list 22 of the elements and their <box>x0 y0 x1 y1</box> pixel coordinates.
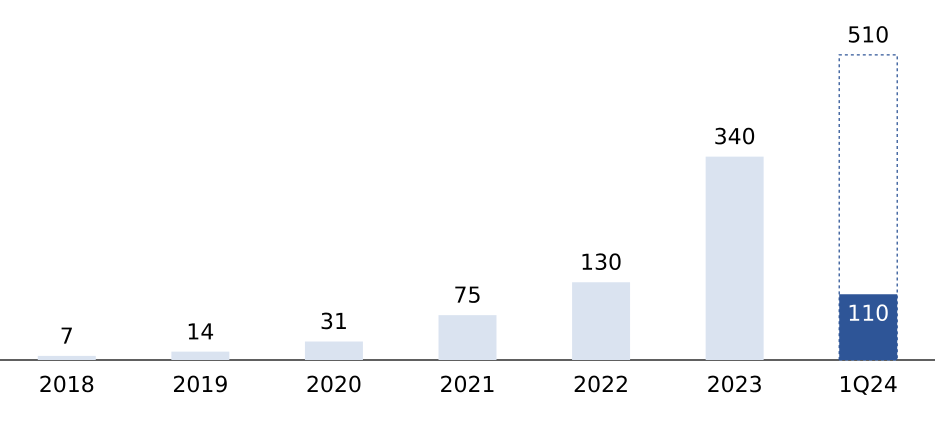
x-tick-label: 2023 <box>708 376 761 392</box>
x-tick-label: 2022 <box>574 376 627 392</box>
data-label: 510 <box>848 26 888 43</box>
x-tick-label: 2020 <box>308 376 360 392</box>
bar <box>838 54 898 361</box>
data-label: 340 <box>715 128 754 144</box>
x-tick-label: 2018 <box>40 376 94 392</box>
bar <box>438 315 497 360</box>
data-label: 130 <box>582 253 621 270</box>
bar <box>706 156 764 360</box>
bar <box>304 341 363 360</box>
bar <box>171 352 230 360</box>
bar <box>38 356 96 360</box>
data-label: 31 <box>322 312 346 330</box>
data-label: 75 <box>455 286 480 303</box>
data-label: 110 <box>850 304 888 322</box>
x-tick-label: 2019 <box>174 376 227 392</box>
bar <box>572 282 630 360</box>
x-tick-label: 2021 <box>441 376 494 392</box>
data-label: 14 <box>188 323 214 340</box>
x-tick-label: 1Q24 <box>840 376 897 395</box>
data-label: 7 <box>62 328 72 344</box>
